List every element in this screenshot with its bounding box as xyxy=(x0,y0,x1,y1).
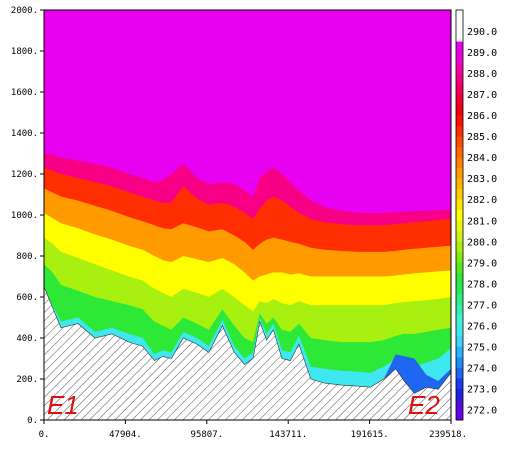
x-tick-label: 95807. xyxy=(191,430,224,440)
colorbar-swatch xyxy=(456,220,463,232)
colorbar-swatch xyxy=(456,356,463,368)
x-tick-label: 0. xyxy=(39,430,50,440)
colorbar-swatch xyxy=(456,335,463,347)
y-tick-label: 600. xyxy=(16,293,38,303)
y-tick-label: 1600. xyxy=(11,88,38,98)
colorbar-swatch xyxy=(456,367,463,379)
colorbar-tick-label: 281.0 xyxy=(467,216,497,227)
colorbar-swatch xyxy=(456,293,463,305)
colorbar-swatch xyxy=(456,41,463,53)
colorbar-tick-label: 286.0 xyxy=(467,111,497,122)
colorbar-swatch xyxy=(456,188,463,200)
colorbar-swatch xyxy=(456,136,463,148)
colorbar-swatch xyxy=(456,178,463,190)
plot-area xyxy=(44,10,451,420)
y-tick-label: 0. xyxy=(27,416,38,426)
annotation-e2: E2 xyxy=(408,390,440,420)
colorbar-swatch xyxy=(456,377,463,389)
x-tick-label: 239518. xyxy=(429,430,467,440)
y-tick-label: 200. xyxy=(16,375,38,385)
x-tick-label: 191615. xyxy=(351,430,389,440)
colorbar-swatch xyxy=(456,283,463,295)
annotation-e1: E1 xyxy=(47,390,79,420)
y-tick-label: 1800. xyxy=(11,47,38,57)
colorbar-swatch xyxy=(456,125,463,137)
colorbar-swatch xyxy=(456,409,463,421)
colorbar-swatch xyxy=(456,146,463,158)
colorbar-tick-label: 285.0 xyxy=(467,132,497,143)
colorbar-swatch xyxy=(456,272,463,284)
y-tick-label: 2000. xyxy=(11,6,38,16)
colorbar-tick-label: 283.0 xyxy=(467,174,497,185)
x-tick-label: 47904. xyxy=(109,430,142,440)
colorbar-tick-label: 289.0 xyxy=(467,48,497,59)
colorbar-swatch xyxy=(456,346,463,358)
colorbar-swatch xyxy=(456,304,463,316)
colorbar-swatch xyxy=(456,314,463,326)
y-tick-label: 800. xyxy=(16,252,38,262)
y-tick-label: 1000. xyxy=(11,211,38,221)
colorbar-swatch xyxy=(456,62,463,74)
colorbar-swatch xyxy=(456,230,463,242)
colorbar-tick-label: 278.0 xyxy=(467,279,497,290)
colorbar-tick-label: 273.0 xyxy=(467,384,497,395)
colorbar-tick-label: 290.0 xyxy=(467,27,497,38)
x-tick-label: 143711. xyxy=(269,430,307,440)
y-tick-label: 1200. xyxy=(11,170,38,180)
colorbar-swatch xyxy=(456,398,463,410)
colorbar-tick-label: 277.0 xyxy=(467,300,497,311)
colorbar-tick-label: 282.0 xyxy=(467,195,497,206)
colorbar-swatch xyxy=(456,83,463,95)
colorbar-tick-label: 284.0 xyxy=(467,153,497,164)
colorbar-swatch xyxy=(456,104,463,116)
colorbar-swatch xyxy=(456,167,463,179)
x-axis: 0. 47904. 95807. 143711. 191615. 239518. xyxy=(39,420,467,440)
terrain-hatched-area xyxy=(44,286,451,420)
colorbar-tick-label: 275.0 xyxy=(467,342,497,353)
colorbar-frame xyxy=(455,9,464,421)
colorbar-tick-label: 287.0 xyxy=(467,90,497,101)
colorbar-swatch xyxy=(456,209,463,221)
y-axis: 0. 200. 400. 600. 800. 1000. 1200. 1400. 1600. 18… xyxy=(11,6,44,426)
colorbar-tick-label: 279.0 xyxy=(467,258,497,269)
colorbar-swatch xyxy=(456,73,463,84)
colorbar-tick-label: 276.0 xyxy=(467,321,497,332)
colorbar-swatch xyxy=(456,199,463,211)
colorbar: 272.0 273.0 274.0 275.0 276.0 277.0 278.0 279.0… xyxy=(455,9,497,421)
colorbar-swatch xyxy=(456,262,463,274)
colorbar-tick-label: 272.0 xyxy=(467,405,497,416)
y-tick-label: 400. xyxy=(16,334,38,344)
y-tick-label: 1400. xyxy=(11,129,38,139)
colorbar-swatch xyxy=(456,325,463,337)
colorbar-tick-label: 274.0 xyxy=(467,363,497,374)
colorbar-swatch xyxy=(456,157,463,169)
colorbar-swatch xyxy=(456,251,463,263)
colorbar-tick-label: 280.0 xyxy=(467,237,497,248)
colorbar-swatch xyxy=(456,241,463,253)
colorbar-tick-label: 288.0 xyxy=(467,69,497,80)
colorbar-swatch xyxy=(456,94,463,106)
colorbar-swatch xyxy=(456,115,463,127)
colorbar-swatch xyxy=(456,388,463,400)
colorbar-swatch xyxy=(456,52,463,63)
